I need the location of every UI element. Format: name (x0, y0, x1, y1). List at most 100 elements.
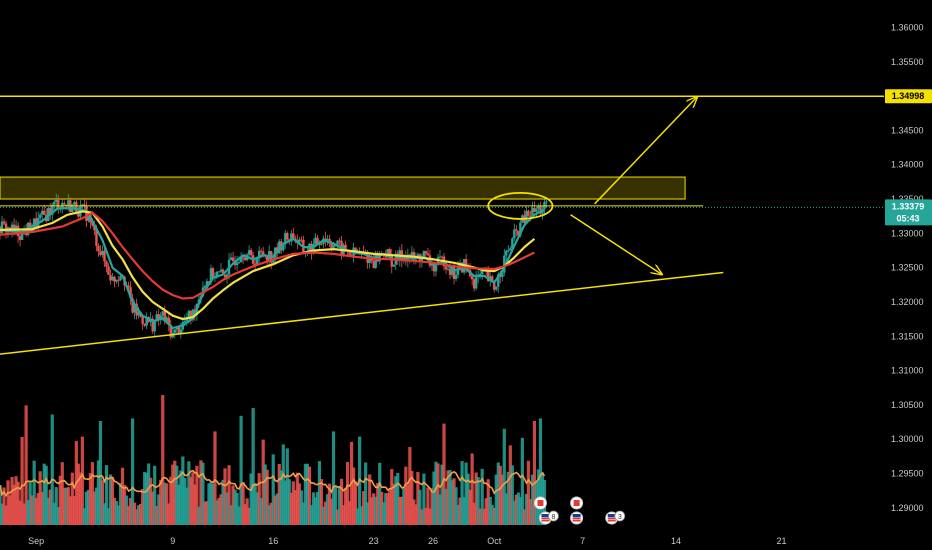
candle-body (372, 260, 375, 269)
volume-bar (213, 431, 217, 525)
candle-body (440, 256, 444, 258)
y-tick-label: 1.34500 (891, 125, 924, 135)
current-price-label: 1.33379 (892, 201, 925, 211)
candle-body (47, 208, 50, 222)
volume-bar (516, 492, 520, 525)
candle-body (420, 258, 424, 263)
volume-bar (139, 504, 143, 525)
candle-body (426, 253, 430, 256)
volume-bar (243, 504, 247, 525)
volume-bar (18, 500, 22, 525)
event-count-badge (614, 510, 626, 522)
event-marker[interactable]: 3 (605, 510, 626, 525)
volume-bar (281, 444, 285, 525)
candle-body (456, 266, 460, 275)
volume-bar (215, 500, 219, 525)
volume-bar (235, 493, 239, 525)
volume-bar (112, 498, 117, 525)
volume-bar (486, 479, 490, 525)
candle-body (430, 263, 434, 266)
candle-body (241, 257, 245, 259)
flag-mark (573, 500, 580, 506)
candle-body (225, 274, 229, 278)
volume-bar (241, 482, 245, 525)
volume-bar (265, 469, 269, 525)
volume-bar (478, 508, 482, 525)
volume-bar (147, 463, 151, 525)
volume-bar (520, 437, 524, 525)
volume-bar (0, 503, 4, 525)
volume-bar (524, 493, 528, 525)
y-tick-label: 1.30500 (891, 400, 924, 410)
volume-bar (110, 476, 115, 525)
volume-bar (229, 505, 233, 525)
y-tick-label: 1.29500 (891, 469, 924, 479)
volume-bar (183, 478, 187, 525)
candle (18, 232, 22, 247)
candle (34, 211, 38, 230)
candle (105, 260, 108, 273)
volume-bar (189, 477, 193, 525)
candle-body (495, 286, 498, 290)
volume-bar (20, 437, 24, 525)
volume-bar (175, 465, 179, 525)
event-marker[interactable]: 8 (538, 510, 559, 525)
volume-bar (317, 461, 322, 525)
candle-body (161, 311, 164, 316)
volume-bar (307, 466, 311, 525)
volume-bar (436, 463, 440, 525)
candle-body (131, 298, 134, 313)
candle-body (464, 259, 468, 268)
event-marker[interactable] (570, 496, 584, 510)
candle (109, 269, 112, 285)
volume-bar (131, 418, 135, 525)
candle (57, 194, 60, 214)
candle-body (472, 279, 476, 289)
candle (103, 248, 106, 268)
candle-body (40, 210, 44, 215)
volume-bar (386, 493, 390, 525)
time-axis[interactable]: Sep 9 16 23 26 Oct 7 14 21 (28, 536, 786, 546)
candle (472, 277, 476, 292)
candle-body (474, 277, 478, 289)
event-marker[interactable] (533, 496, 547, 510)
volume-bar (30, 495, 34, 525)
flag-mark (572, 518, 581, 520)
candle-body (243, 257, 247, 261)
flag-mark (541, 520, 550, 522)
ma-yellow-line (0, 210, 536, 321)
candle-body (63, 203, 66, 205)
event-marker[interactable] (570, 511, 584, 525)
volume-bar (319, 479, 324, 525)
flag-mark (572, 520, 581, 522)
volume-bar (352, 467, 356, 525)
candle (235, 255, 239, 272)
volume-bar (450, 480, 454, 525)
flag-mark (607, 518, 616, 520)
volume-bar (199, 460, 203, 525)
candle-body (330, 243, 333, 248)
volume-bar (402, 488, 406, 525)
volume-bar (384, 493, 388, 525)
volume-bar (143, 472, 147, 525)
candle-body (318, 243, 321, 245)
volume-bar (498, 465, 502, 525)
candle-body (167, 317, 170, 326)
volume-bar (510, 465, 514, 525)
volume-bar (388, 489, 392, 525)
candle-body (183, 320, 187, 323)
volume-bar (12, 484, 16, 525)
volume-bar (368, 474, 372, 525)
volume-bar (283, 480, 287, 525)
volume-bar (432, 471, 436, 525)
ma-red-line (0, 211, 535, 300)
candle-body (215, 271, 219, 277)
price-axis[interactable]: 1.36000 1.35500 1.34500 1.34000 1.33500 1.330… (891, 22, 924, 512)
candle-body (390, 254, 393, 267)
candle-body (446, 269, 450, 271)
volume-bar (28, 482, 32, 525)
volume-bar (380, 491, 384, 525)
candle-body (452, 265, 456, 280)
candle-body (499, 274, 502, 277)
